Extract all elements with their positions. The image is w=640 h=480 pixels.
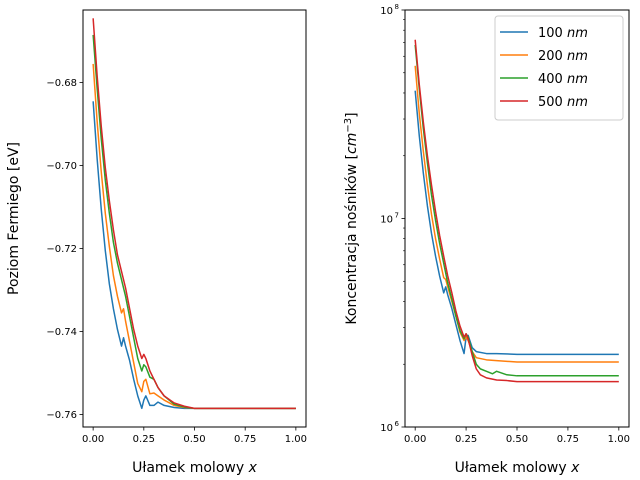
carrier-concentration-y-tick-exponent: 6 (395, 420, 400, 428)
carrier-concentration-y-tick-label: 10 (380, 423, 393, 434)
carrier-concentration-x-axis-label: Ułamek molowy x (455, 460, 580, 476)
legend-entries: 100 nm 200 nm 400 nm 500 nm (500, 26, 588, 110)
legend-label-3: 400 nm (538, 72, 588, 87)
carrier-concentration-y-axis-label: Koncentracja nośników [cm−3] (343, 112, 360, 324)
fermi-level-y-tick-label: −0.76 (46, 410, 77, 421)
legend-label-1: 100 nm (538, 26, 588, 41)
carrier-concentration-series-lines (414, 39, 619, 383)
fermi-level-x-tick-label: 0.00 (82, 434, 104, 445)
carrier-concentration-x-tick-label: 0.25 (455, 434, 477, 445)
carrier-concentration-x-tick-label: 0.75 (557, 434, 579, 445)
carrier-concentration-y-tick-label: 10 (380, 6, 393, 17)
carrier-concentration-y-tick-exponent: 8 (395, 3, 399, 11)
fermi-level-y-ticks: −0.68 −0.70 −0.72 −0.74 −0.76 (46, 78, 83, 421)
fermi-level-series-line-1 (92, 101, 296, 410)
fermi-level-series-line-3 (92, 34, 296, 410)
legend: 100 nm 200 nm 400 nm 500 nm (494, 15, 624, 121)
fermi-level-x-tick-label: 0.75 (234, 434, 256, 445)
fermi-level-x-tick-label: 0.25 (133, 434, 155, 445)
carrier-concentration-y-tick-label: 10 (380, 215, 393, 226)
fermi-level-y-tick-label: −0.68 (46, 78, 77, 89)
fermi-level-series-line-4 (92, 18, 296, 410)
legend-label-4: 500 nm (538, 95, 588, 110)
carrier-concentration-x-tick-label: 0.00 (404, 434, 426, 445)
carrier-concentration-series-line-3 (414, 44, 619, 377)
fermi-level-chart: 0.00 0.25 0.50 0.75 1.00 −0.68 −0.70 −0.72 −0.7… (6, 9, 307, 476)
carrier-concentration-series-line-4 (414, 39, 619, 383)
carrier-concentration-y-tick-exponent: 7 (395, 212, 399, 220)
carrier-concentration-x-tick-label: 0.50 (506, 434, 528, 445)
legend-label-2: 200 nm (538, 49, 588, 64)
fermi-level-x-axis-label: Ułamek molowy x (132, 460, 257, 476)
carrier-concentration-x-tick-label: 1.00 (608, 434, 630, 445)
fermi-level-y-axis-label: Poziom Fermiego [eV] (6, 142, 22, 295)
fermi-level-x-tick-label: 1.00 (285, 434, 307, 445)
legend-box (494, 15, 624, 121)
fermi-level-series-lines (92, 18, 296, 410)
fermi-level-x-ticks: 0.00 0.25 0.50 0.75 1.00 (82, 427, 307, 445)
carrier-concentration-x-ticks: 0.00 0.25 0.50 0.75 1.00 (404, 427, 630, 445)
fermi-level-y-tick-label: −0.70 (46, 161, 77, 172)
carrier-concentration-series-line-1 (414, 90, 619, 356)
fermi-level-y-tick-label: −0.72 (46, 244, 77, 255)
fermi-level-y-tick-label: −0.74 (46, 327, 77, 338)
fermi-level-x-tick-label: 0.50 (183, 434, 205, 445)
